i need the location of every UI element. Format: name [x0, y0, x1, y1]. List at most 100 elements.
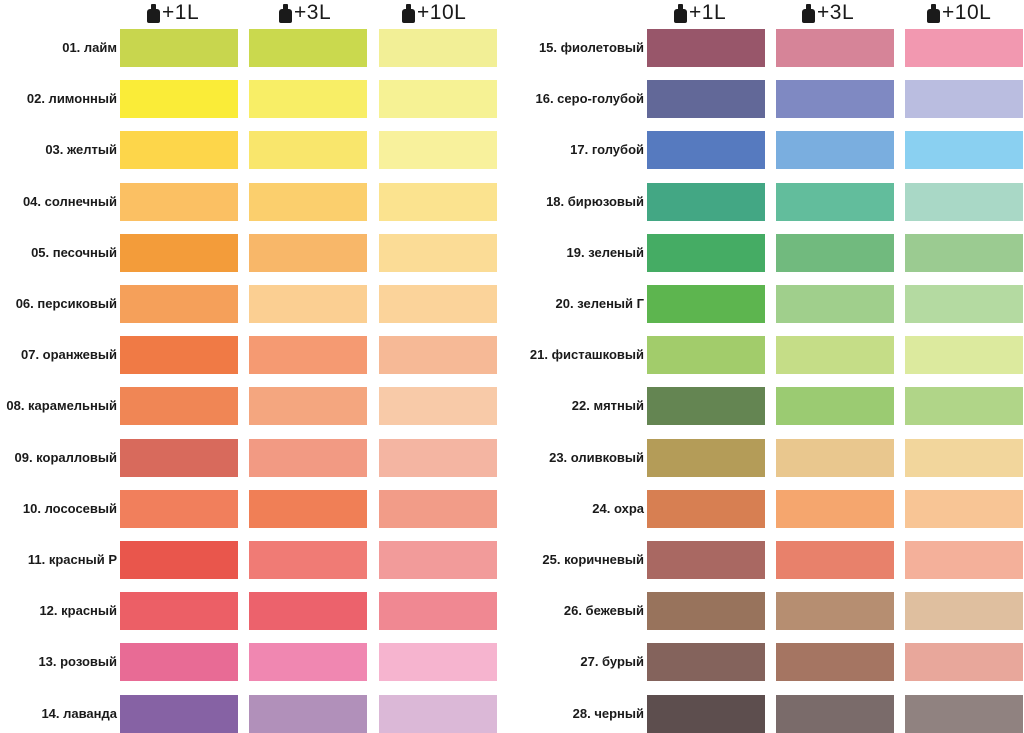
color-swatch-3l [776, 694, 894, 733]
color-swatch-10l [379, 80, 497, 119]
color-name: 26. бежевый [563, 603, 644, 619]
color-swatch-1l [120, 29, 238, 67]
color-swatch-3l [249, 29, 367, 67]
color-swatch-3l [776, 285, 894, 323]
color-row: 27. бурый [520, 643, 1024, 682]
color-swatch-1l [647, 336, 765, 375]
color-swatch-1l [120, 643, 238, 682]
color-swatch-3l [249, 285, 367, 323]
color-row: 24. охра [520, 489, 1024, 528]
color-swatch-3l [249, 80, 367, 119]
color-swatch-1l [647, 694, 765, 733]
color-row: 28. черный [520, 694, 1024, 733]
color-name: 24. охра [592, 500, 644, 516]
color-swatch-10l [379, 131, 497, 170]
color-swatch-10l [905, 643, 1023, 682]
color-swatch-10l [905, 29, 1023, 67]
color-swatch-1l [647, 643, 765, 682]
color-swatch-3l [776, 489, 894, 528]
color-row: 06. персиковый [0, 285, 500, 323]
color-row: 23. оливковый [520, 438, 1024, 477]
color-swatch-1l [647, 541, 765, 579]
color-swatch-3l [776, 336, 894, 375]
color-name: 06. персиковый [15, 296, 117, 311]
color-name: 18. бирюзовый [546, 193, 644, 209]
color-row: 12. красный [0, 592, 500, 631]
color-swatch-3l [249, 387, 367, 426]
color-row: 16. серо-голубой [520, 80, 1024, 119]
color-swatch-3l [249, 336, 367, 375]
color-swatch-10l [905, 694, 1023, 733]
color-row: 01. лайм [0, 29, 500, 67]
color-swatch-1l [120, 387, 238, 426]
color-row: 22. мятный [520, 387, 1024, 426]
header-label: +1L [689, 1, 727, 24]
color-swatch-10l [905, 489, 1023, 528]
color-swatch-10l [905, 541, 1023, 579]
color-name: 02. лимонный [26, 91, 117, 107]
color-swatch-1l [120, 592, 238, 631]
color-swatch-3l [249, 131, 367, 170]
color-swatch-1l [120, 131, 238, 170]
color-row: 03. желтый [0, 131, 500, 170]
color-name: 20. зеленый Г [555, 296, 644, 311]
color-row: 11. красный Р [0, 541, 500, 579]
color-row: 10. лососевый [0, 489, 500, 528]
color-name: 08. карамельный [6, 398, 117, 414]
color-swatch-1l [120, 233, 238, 272]
color-row: 05. песочный [0, 233, 500, 272]
color-name: 17. голубой [570, 142, 644, 158]
color-name: 22. мятный [571, 398, 644, 414]
color-swatch-10l [379, 643, 497, 682]
color-swatch-3l [249, 643, 367, 682]
color-swatch-1l [120, 541, 238, 579]
color-swatch-1l [120, 285, 238, 323]
color-swatch-10l [379, 336, 497, 375]
color-swatch-1l [647, 592, 765, 631]
color-swatch-10l [379, 694, 497, 733]
color-name: 19. зеленый [566, 244, 644, 260]
color-row: 17. голубой [520, 131, 1024, 170]
color-row: 13. розовый [0, 643, 500, 682]
color-swatch-3l [249, 541, 367, 579]
color-swatch-1l [120, 80, 238, 119]
header-label: +3L [817, 1, 855, 24]
color-swatch-10l [379, 29, 497, 67]
color-swatch-3l [776, 592, 894, 631]
color-swatch-10l [905, 592, 1023, 631]
color-swatch-10l [905, 131, 1023, 170]
header-label: +10L [942, 1, 992, 24]
color-swatch-1l [647, 131, 765, 170]
color-swatch-3l [249, 592, 367, 631]
header-3l: +3L [279, 0, 331, 26]
color-swatch-3l [249, 694, 367, 733]
color-row: 02. лимонный [0, 80, 500, 119]
color-row: 09. коралловый [0, 438, 500, 477]
color-swatch-1l [647, 438, 765, 477]
color-name: 15. фиолетовый [538, 40, 644, 55]
color-swatch-10l [379, 233, 497, 272]
color-name: 12. красный [39, 603, 117, 619]
color-swatch-10l [905, 336, 1023, 375]
color-name: 23. оливковый [549, 449, 644, 465]
color-swatch-3l [776, 643, 894, 682]
header-label: +10L [417, 1, 467, 24]
color-swatch-3l [776, 233, 894, 272]
color-swatch-1l [647, 182, 765, 221]
color-swatch-1l [647, 233, 765, 272]
bottle-icon [402, 3, 415, 23]
header-1l: +1L [674, 0, 726, 26]
color-swatch-1l [647, 80, 765, 119]
color-row: 08. карамельный [0, 387, 500, 426]
color-swatch-1l [647, 387, 765, 426]
color-swatch-1l [647, 29, 765, 67]
color-name: 05. песочный [31, 244, 117, 260]
color-row: 14. лаванда [0, 694, 500, 733]
color-swatch-3l [776, 131, 894, 170]
color-row: 07. оранжевый [0, 336, 500, 375]
color-swatch-10l [905, 387, 1023, 426]
color-name: 03. желтый [45, 142, 117, 158]
color-name: 27. бурый [580, 654, 644, 670]
color-swatch-1l [120, 694, 238, 733]
color-swatch-3l [249, 438, 367, 477]
